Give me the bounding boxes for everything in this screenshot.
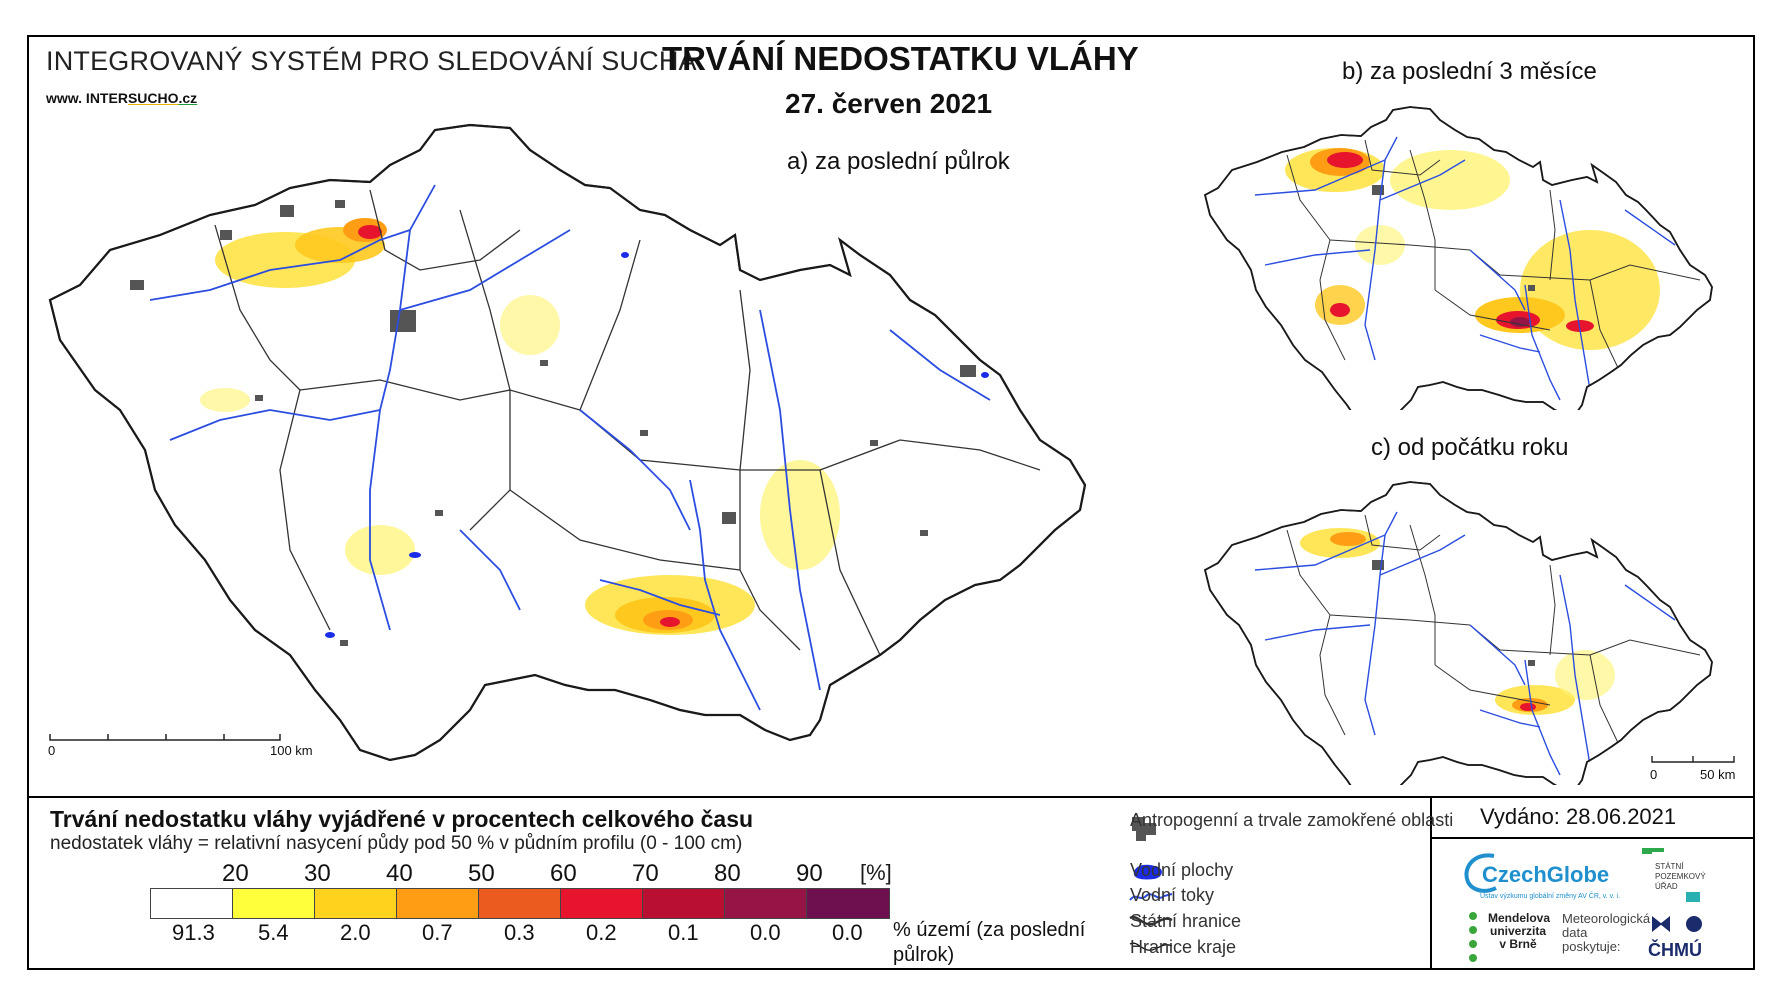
ramp-cell xyxy=(315,889,397,918)
ramp-cell xyxy=(807,889,889,918)
map-c-scale-end: 50 km xyxy=(1700,767,1736,782)
chmu-logo[interactable]: ČHMÚ xyxy=(1648,940,1702,960)
spu-accent-icon xyxy=(1686,892,1700,902)
map-frame xyxy=(27,35,1755,970)
threshold-label: 60 xyxy=(550,860,577,887)
area-percent: 0.7 xyxy=(422,920,453,945)
map-a-label: a) za poslední půlrok xyxy=(787,148,1010,175)
threshold-label: 40 xyxy=(386,860,413,887)
chmu-logo-icon xyxy=(1652,916,1702,932)
legend-divider xyxy=(27,796,1755,798)
threshold-label: 70 xyxy=(632,860,659,887)
map-b-three-months xyxy=(1204,106,1713,410)
threshold-label: 20 xyxy=(222,860,249,887)
area-percent: 0.3 xyxy=(504,920,535,945)
area-percent: 0.1 xyxy=(668,920,699,945)
system-name: INTEGROVANÝ SYSTÉM PRO SLEDOVÁNÍ SUCHA xyxy=(46,46,697,76)
ramp-cell xyxy=(725,889,807,918)
threshold-label: 30 xyxy=(304,860,331,887)
threshold-label: 50 xyxy=(468,860,495,887)
mendel-logo-icon xyxy=(1469,912,1477,962)
footer-divider-horizontal xyxy=(1430,837,1755,839)
map-c-scale-start: 0 xyxy=(1650,767,1658,782)
mendel-logo[interactable]: Mendelova univerzita v Brně xyxy=(1488,911,1551,951)
meteo-data-credit: Meteorologická data poskytuje: xyxy=(1562,911,1651,954)
legend-unit: [%] xyxy=(860,860,892,885)
spu-logo-icon xyxy=(1642,848,1664,854)
color-ramp xyxy=(150,888,890,919)
legend-urban-label: Antropogenní a trvale zamokřené oblasti xyxy=(1130,810,1454,830)
map-date: 27. červen 2021 xyxy=(785,88,993,119)
map-c-since-year-start xyxy=(1204,481,1713,785)
legend-region-border-label: Hranice kraje xyxy=(1130,937,1237,957)
ramp-cell xyxy=(561,889,643,918)
urban-area-icon xyxy=(1132,817,1156,841)
area-percent: 0.0 xyxy=(750,920,781,945)
water-body-icon xyxy=(1133,864,1162,880)
website-suffix: .cz xyxy=(178,90,198,106)
threshold-label: 80 xyxy=(714,860,741,887)
map-a-half-year xyxy=(48,123,1087,762)
area-percent-caption: % území (za poslední půlrok) xyxy=(893,919,1086,966)
website-link[interactable]: www. INTERSUCHO.cz xyxy=(46,90,197,106)
ramp-cell xyxy=(151,889,233,918)
area-percent: 0.2 xyxy=(586,920,617,945)
map-b-label: b) za poslední 3 měsíce xyxy=(1342,58,1597,85)
ramp-cell xyxy=(643,889,725,918)
legend-subtitle: nedostatek vláhy = relativní nasycení pů… xyxy=(50,833,743,854)
region-border-icon xyxy=(1129,942,1173,951)
issued-date: Vydáno: 28.06.2021 xyxy=(1480,804,1677,829)
page-title: TRVÁNÍ NEDOSTATKU VLÁHY xyxy=(662,40,1139,77)
website-prefix: www. INTER xyxy=(46,90,128,106)
state-border-icon xyxy=(1129,915,1173,926)
map-c-label: c) od počátku roku xyxy=(1371,434,1569,461)
footer-divider-vertical xyxy=(1430,796,1432,970)
river-icon xyxy=(1129,893,1173,901)
threshold-label: 90 xyxy=(796,860,823,887)
area-percent: 2.0 xyxy=(340,920,371,945)
map-a-scale-end: 100 km xyxy=(270,743,313,758)
area-percent: 0.0 xyxy=(832,920,863,945)
spu-logo[interactable]: STÁTNÍ POZEMKOVÝ ÚŘAD xyxy=(1655,862,1706,891)
area-percent: 91.3 xyxy=(172,920,215,945)
legend-title: Trvání nedostatku vláhy vyjádřené v proc… xyxy=(50,806,754,832)
area-percent: 5.4 xyxy=(258,920,289,945)
czechglobe-logo[interactable]: CzechGlobe xyxy=(1482,862,1610,887)
map-a-scale-bar xyxy=(49,734,281,741)
ramp-cell xyxy=(397,889,479,918)
map-a-scale-start: 0 xyxy=(48,743,56,758)
czechglobe-logo-icon xyxy=(1464,853,1497,893)
ramp-cell xyxy=(233,889,315,918)
czechglobe-subtitle: Ústav výzkumu globální změny AV ČR, v. v… xyxy=(1480,893,1621,900)
legend-rivers-label: Vodní toky xyxy=(1130,885,1215,905)
legend-water-bodies-label: Vodní plochy xyxy=(1130,860,1234,880)
ramp-cell xyxy=(479,889,561,918)
website-sucho: SUCHO xyxy=(127,90,179,106)
map-c-scale-bar xyxy=(1651,756,1735,763)
legend-state-border-label: Státní hranice xyxy=(1130,911,1242,931)
